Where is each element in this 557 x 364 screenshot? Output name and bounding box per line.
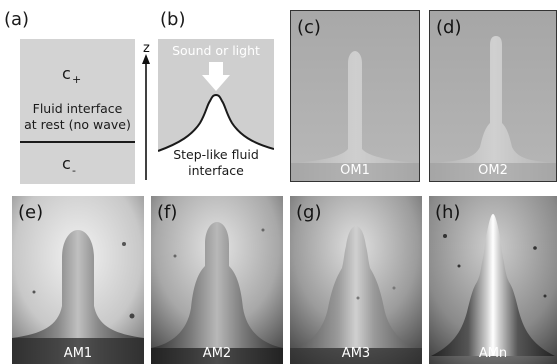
panel-b-text-line1: Step-like fluid: [173, 147, 259, 162]
amn-jet-shape: [431, 214, 555, 356]
am1-jet-shape: [12, 230, 144, 364]
panel-a-schematic: c + Fluid interface at rest (no wave) c …: [20, 39, 135, 184]
panel-h-caption: AMn: [478, 346, 508, 361]
step-like-interface-curve: [158, 93, 274, 152]
upper-fluid-subscript: +: [72, 73, 81, 86]
panel-b-label: (b): [160, 9, 186, 30]
z-axis-label: z: [143, 41, 150, 56]
panel-d-svg: [430, 11, 556, 181]
panel-d-photo: (d) OM2: [429, 10, 557, 182]
panel-h-label: (h): [435, 202, 461, 223]
panel-c-photo: (c) OM1: [290, 10, 420, 182]
z-axis-arrowhead: [142, 54, 150, 64]
upper-fluid-symbol: c: [62, 64, 71, 83]
panel-f-svg: [151, 196, 283, 364]
sound-or-light-label: Sound or light: [172, 43, 260, 58]
am2-jet-shape: [151, 222, 283, 364]
panel-a-text-line1: Fluid interface: [33, 101, 123, 116]
panel-b-svg: Sound or light Step-like fluid interface: [158, 43, 274, 184]
om2-jet-shape: [430, 36, 556, 181]
panel-b-text-line2: interface: [188, 163, 244, 178]
panel-b-schematic: Sound or light Step-like fluid interface: [158, 39, 274, 184]
panel-g-label: (g): [296, 202, 322, 223]
panel-e-photo: (e) AM1: [12, 196, 144, 364]
panel-e-caption: AM1: [63, 346, 93, 361]
panel-g-svg: [290, 196, 422, 364]
panel-a-label: (a): [4, 9, 30, 30]
panel-h-photo: (h) AMn: [429, 196, 557, 364]
panel-c-svg: [291, 11, 419, 181]
panel-g-caption: AM3: [341, 346, 371, 361]
z-axis-arrow: z: [142, 41, 150, 180]
panel-e-svg: [12, 196, 144, 364]
panel-a-svg: c + Fluid interface at rest (no wave) c …: [20, 64, 135, 177]
lower-fluid-subscript: -: [72, 164, 76, 177]
panel-f-caption: AM2: [202, 346, 232, 361]
om1-jet-shape: [291, 51, 419, 181]
am3-jet-shape: [296, 226, 416, 348]
panel-g-photo: (g) AM3: [290, 196, 422, 364]
panel-a-text-line2: at rest (no wave): [24, 117, 131, 132]
deformed-lower-fluid: [158, 95, 274, 184]
lower-fluid-symbol: c: [62, 154, 71, 173]
panel-f-photo: (f) AM2: [151, 196, 283, 364]
panel-c-caption: OM1: [340, 163, 370, 178]
panel-e-label: (e): [18, 202, 44, 223]
down-arrow-icon: [202, 62, 230, 91]
panel-f-label: (f): [157, 202, 178, 223]
panel-h-svg: [429, 196, 557, 364]
panel-d-caption: OM2: [478, 163, 508, 178]
panel-d-label: (d): [436, 17, 462, 38]
panel-c-label: (c): [297, 17, 321, 38]
